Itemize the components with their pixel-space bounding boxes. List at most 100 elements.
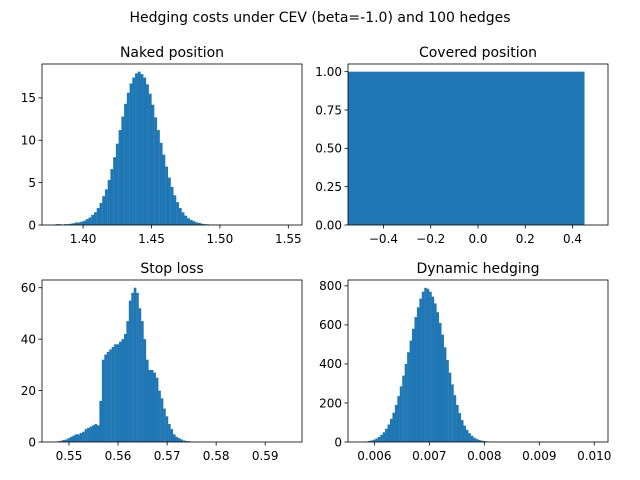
naked-position-bar <box>63 224 67 225</box>
dynamic-hedging-bar <box>377 436 381 442</box>
naked-position-bar <box>80 221 84 225</box>
naked-position-bar <box>113 157 117 225</box>
dynamic-hedging-panel: Dynamic hedging 0.006 0.007 0.008 0.009 0.010… <box>319 261 611 463</box>
naked-position-bar <box>58 224 62 225</box>
naked-position-bar <box>192 221 196 225</box>
naked-position-bar <box>165 166 169 225</box>
naked-position-xtick-label: 1.50 <box>207 232 234 246</box>
stop-loss-bar <box>116 344 120 442</box>
dynamic-hedging-bar <box>460 420 464 442</box>
dynamic-hedging-bar <box>456 404 459 442</box>
dynamic-hedging-bar <box>389 418 393 442</box>
dynamic-hedging-bar <box>409 340 413 442</box>
naked-position-bar <box>124 103 127 225</box>
covered-position-ytick-label: 0.25 <box>315 180 342 194</box>
naked-position-bar <box>181 212 185 225</box>
dynamic-hedging-bar <box>465 429 469 442</box>
dynamic-hedging-bar <box>475 439 479 442</box>
naked-position-bar <box>159 142 163 225</box>
naked-position-bar <box>187 218 190 225</box>
stop-loss-bar <box>111 346 115 442</box>
dynamic-hedging-bar <box>473 437 476 442</box>
naked-position-bar <box>198 222 201 225</box>
dynamic-hedging-bar <box>387 424 391 442</box>
dynamic-hedging-bar <box>434 303 437 442</box>
stop-loss-bar <box>180 439 183 442</box>
stop-loss-bar <box>158 390 161 442</box>
naked-position-bar <box>137 71 141 225</box>
dynamic-hedging-bar <box>394 404 398 442</box>
naked-position-bar <box>77 222 81 225</box>
covered-position-bar <box>348 71 585 225</box>
naked-position-bar <box>184 215 188 225</box>
stop-loss-bar <box>69 436 73 442</box>
naked-position-bar <box>69 223 73 225</box>
naked-position-bar <box>154 117 158 225</box>
stop-loss-xtick-label: 0.58 <box>203 449 230 463</box>
dynamic-hedging-bar <box>453 395 457 442</box>
naked-position-bar <box>140 74 144 225</box>
dynamic-hedging-bar <box>443 347 447 442</box>
stop-loss-bar <box>136 292 139 442</box>
naked-position-bar <box>66 224 70 225</box>
stop-loss-xtick-label: 0.55 <box>56 449 83 463</box>
dynamic-hedging-bar <box>480 440 484 442</box>
naked-position-bar <box>74 222 78 225</box>
stop-loss-ytick-label: 40 <box>21 332 36 346</box>
naked-position-bar <box>148 93 152 225</box>
stop-loss-bar <box>160 398 164 442</box>
naked-position-bar <box>156 130 160 225</box>
dynamic-hedging-bar <box>370 440 374 442</box>
dynamic-hedging-ytick-label: 400 <box>319 357 342 371</box>
covered-position-ytick-label: 0.75 <box>315 103 342 117</box>
naked-position-bar <box>132 77 136 225</box>
naked-position-xtick-label: 1.40 <box>70 232 97 246</box>
naked-position-bar <box>121 116 125 225</box>
dynamic-hedging-bar <box>424 287 427 442</box>
dynamic-hedging-bar <box>426 288 430 442</box>
stop-loss-ytick-label: 0 <box>28 435 36 449</box>
dynamic-hedging-bar <box>397 396 400 442</box>
dynamic-hedging-bar <box>429 291 432 442</box>
stop-loss-bar <box>119 341 122 442</box>
stop-loss-panel: Stop loss 0.55 0.56 0.57 0.58 0.59 0 20 40 60 <box>21 261 303 463</box>
stop-loss-bar <box>84 429 88 442</box>
naked-position-bar <box>195 222 199 225</box>
naked-position-bars <box>52 71 294 225</box>
naked-position-ytick-label: 15 <box>21 91 36 105</box>
naked-position-bar <box>91 214 95 225</box>
covered-position-xtick-label: 0.0 <box>468 232 487 246</box>
dynamic-hedging-bar <box>407 352 410 442</box>
dynamic-hedging-bar <box>402 375 405 442</box>
naked-position-panel: Naked position 1.40 1.45 1.50 1.55 0 5 10 15 <box>21 45 303 246</box>
dynamic-hedging-bar <box>375 438 378 442</box>
stop-loss-bar <box>168 424 171 442</box>
stop-loss-bar <box>133 287 137 442</box>
naked-position-bar <box>200 223 204 225</box>
naked-position-bar <box>162 154 166 225</box>
dynamic-hedging-ytick-label: 600 <box>319 318 342 332</box>
naked-position-axes <box>41 63 303 226</box>
stop-loss-axes <box>41 279 303 443</box>
naked-position-bar <box>115 143 119 225</box>
dynamic-hedging-bar <box>438 322 442 442</box>
dynamic-hedging-ytick-label: 800 <box>319 279 342 293</box>
naked-position-bar <box>102 196 106 225</box>
naked-position-bar <box>72 223 75 225</box>
stop-loss-bar <box>143 339 147 442</box>
stop-loss-bar <box>175 436 179 442</box>
naked-position-bar <box>118 130 122 225</box>
stop-loss-bar <box>104 354 107 442</box>
stop-loss-title: Stop loss <box>140 261 203 277</box>
naked-position-bar <box>94 212 97 225</box>
stop-loss-bar <box>60 440 63 442</box>
covered-position-panel: Covered position −0.4 −0.2 0.0 0.2 0.4 0.00 0.2… <box>315 45 609 246</box>
stop-loss-bar <box>170 429 174 442</box>
dynamic-hedging-bar <box>478 440 481 442</box>
naked-position-ytick-label: 10 <box>21 134 36 148</box>
stop-loss-bar <box>182 440 186 442</box>
stop-loss-bar <box>163 408 166 442</box>
dynamic-hedging-xtick-label: 0.010 <box>577 449 611 463</box>
dynamic-hedging-bar <box>367 441 371 442</box>
